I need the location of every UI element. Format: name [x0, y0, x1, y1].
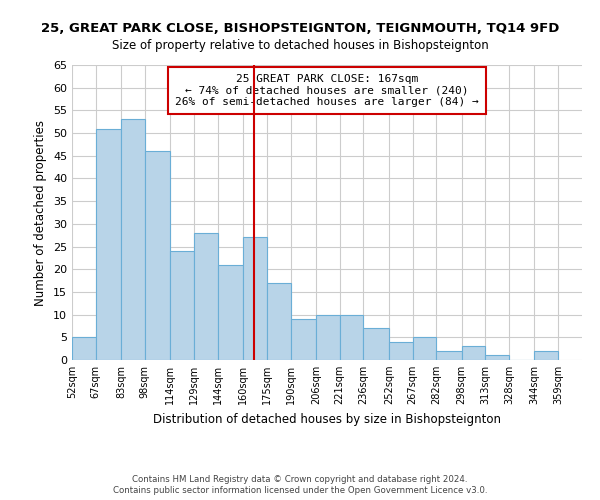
Bar [461, 346, 485, 360]
Bar [413, 338, 436, 360]
Bar [340, 314, 364, 360]
Bar [290, 319, 316, 360]
X-axis label: Distribution of detached houses by size in Bishopsteignton: Distribution of detached houses by size … [153, 412, 501, 426]
Bar [316, 314, 340, 360]
Bar [485, 356, 509, 360]
Y-axis label: Number of detached properties: Number of detached properties [34, 120, 47, 306]
Text: 25 GREAT PARK CLOSE: 167sqm
← 74% of detached houses are smaller (240)
26% of se: 25 GREAT PARK CLOSE: 167sqm ← 74% of det… [175, 74, 479, 107]
Bar [535, 351, 558, 360]
Bar [72, 338, 96, 360]
Bar [121, 120, 145, 360]
Text: Size of property relative to detached houses in Bishopsteignton: Size of property relative to detached ho… [112, 39, 488, 52]
Bar [145, 151, 170, 360]
Bar [218, 264, 243, 360]
Bar [96, 128, 121, 360]
Bar [436, 351, 461, 360]
Text: 25, GREAT PARK CLOSE, BISHOPSTEIGNTON, TEIGNMOUTH, TQ14 9FD: 25, GREAT PARK CLOSE, BISHOPSTEIGNTON, T… [41, 22, 559, 36]
Text: Contains public sector information licensed under the Open Government Licence v3: Contains public sector information licen… [113, 486, 487, 495]
Bar [389, 342, 413, 360]
Bar [170, 251, 194, 360]
Bar [267, 283, 290, 360]
Bar [364, 328, 389, 360]
Bar [194, 233, 218, 360]
Text: Contains HM Land Registry data © Crown copyright and database right 2024.: Contains HM Land Registry data © Crown c… [132, 475, 468, 484]
Bar [243, 238, 267, 360]
